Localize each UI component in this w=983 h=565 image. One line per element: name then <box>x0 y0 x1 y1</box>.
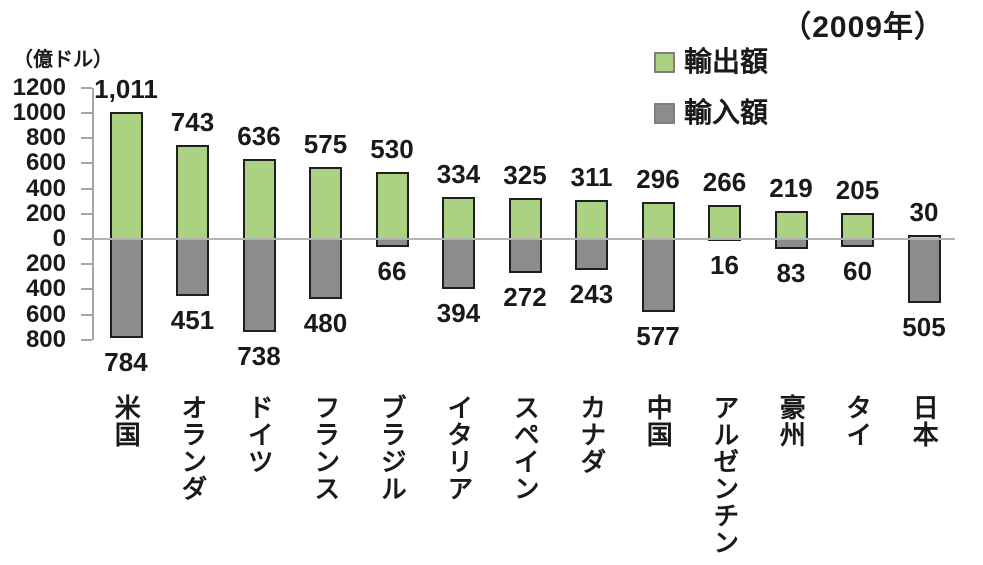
y-tick-label: 200 <box>25 199 66 227</box>
import-value-label: 480 <box>303 308 348 339</box>
y-axis-tick <box>81 263 92 266</box>
export-value-label: 219 <box>769 173 813 204</box>
country-label: カナダ <box>576 394 607 475</box>
export-value-label: 266 <box>702 167 747 198</box>
y-tick-label: 800 <box>25 325 66 353</box>
import-value-label: 60 <box>843 255 872 286</box>
export-value-label: 334 <box>436 158 481 189</box>
country-label: ドイツ <box>244 394 275 475</box>
zero-gridline <box>93 238 955 240</box>
import-value-label: 66 <box>377 256 407 287</box>
y-axis-unit-label: （億ドル） <box>13 49 113 71</box>
export-value-label: 325 <box>503 160 547 191</box>
y-axis-tick <box>81 313 92 316</box>
import-value-label: 738 <box>237 340 281 371</box>
export-value-label: 296 <box>636 163 680 194</box>
y-tick-label: 600 <box>25 149 66 177</box>
chart-title: （2009年） <box>781 11 945 44</box>
export-bar <box>375 172 409 239</box>
export-value-label: 743 <box>170 107 215 138</box>
import-bar <box>708 239 741 242</box>
country-label: タイ <box>842 394 873 448</box>
y-tick-label: 600 <box>25 300 66 328</box>
legend-item-imports: 輸入額 <box>654 97 769 128</box>
export-bar <box>242 158 276 239</box>
y-tick-label: 1000 <box>12 99 66 126</box>
import-bar <box>109 239 143 338</box>
export-bar <box>309 166 342 239</box>
import-bar <box>176 239 209 296</box>
y-tick-label: 400 <box>25 174 66 202</box>
country-label: 中国 <box>643 394 674 448</box>
import-value-label: 243 <box>569 278 614 309</box>
import-value-label: 83 <box>776 258 806 289</box>
y-tick-label: 200 <box>25 250 66 278</box>
y-axis-tick <box>81 162 92 165</box>
export-bar <box>508 198 542 239</box>
y-axis-tick <box>81 288 92 291</box>
legend-item-exports: 輸出額 <box>654 46 769 77</box>
country-label: 米国 <box>111 394 142 448</box>
import-value-label: 16 <box>710 250 739 281</box>
y-tick-label: 400 <box>25 275 66 303</box>
import-bar <box>442 239 475 289</box>
export-bar <box>109 111 143 239</box>
export-bar <box>575 199 608 239</box>
import-bar <box>242 239 276 332</box>
legend-label-exports: 輸出額 <box>684 46 769 77</box>
import-value-label: 394 <box>436 297 481 328</box>
y-axis-tick <box>81 137 92 140</box>
export-value-label: 575 <box>303 128 348 159</box>
export-value-label: 311 <box>570 161 613 192</box>
country-label: フランス <box>310 394 341 502</box>
country-label: ブラジル <box>377 394 408 502</box>
export-bar <box>708 205 741 239</box>
export-bar <box>841 213 874 239</box>
y-tick-label: 1200 <box>12 73 66 101</box>
export-value-label: 30 <box>909 197 939 228</box>
country-label: 日本 <box>909 394 940 448</box>
legend-label-imports: 輸入額 <box>684 97 769 128</box>
legend: 輸出額 輸入額 <box>654 46 769 151</box>
import-bar <box>774 239 808 250</box>
y-tick-label: 0 <box>52 225 66 252</box>
imports-swatch-icon <box>654 102 675 124</box>
y-axis-tick <box>81 338 92 341</box>
import-bar <box>508 239 542 274</box>
country-label: イタリア <box>443 394 474 502</box>
export-value-label: 636 <box>237 120 281 151</box>
import-value-label: 272 <box>503 282 547 313</box>
export-value-label: 205 <box>835 175 880 206</box>
import-bar <box>641 239 675 312</box>
import-bar <box>841 239 874 247</box>
exports-swatch-icon <box>654 51 675 73</box>
country-label: オランダ <box>177 394 208 502</box>
y-axis-tick <box>81 187 92 190</box>
export-bar <box>774 211 808 239</box>
import-value-label: 505 <box>902 311 946 342</box>
import-bar <box>309 239 342 300</box>
y-axis-line <box>92 87 94 340</box>
y-tick-label: 800 <box>25 124 66 152</box>
export-value-label: 530 <box>370 134 414 165</box>
y-axis-tick <box>81 112 92 114</box>
import-value-label: 577 <box>636 320 680 351</box>
import-bar <box>907 239 941 303</box>
y-axis-tick <box>81 212 92 215</box>
country-label: アルゼンチン <box>709 394 740 556</box>
import-bar <box>375 239 409 248</box>
import-value-label: 451 <box>170 304 215 335</box>
export-value-label: 1,011 <box>94 73 158 104</box>
export-bar <box>907 235 941 239</box>
country-label: スペイン <box>510 394 541 502</box>
y-axis-tick <box>81 238 92 240</box>
export-bar <box>176 145 209 239</box>
country-label: 豪州 <box>776 394 807 448</box>
export-bar <box>641 201 675 239</box>
export-bar <box>442 196 475 239</box>
y-axis-tick <box>81 86 92 89</box>
import-bar <box>575 239 608 270</box>
import-value-label: 784 <box>104 346 148 377</box>
